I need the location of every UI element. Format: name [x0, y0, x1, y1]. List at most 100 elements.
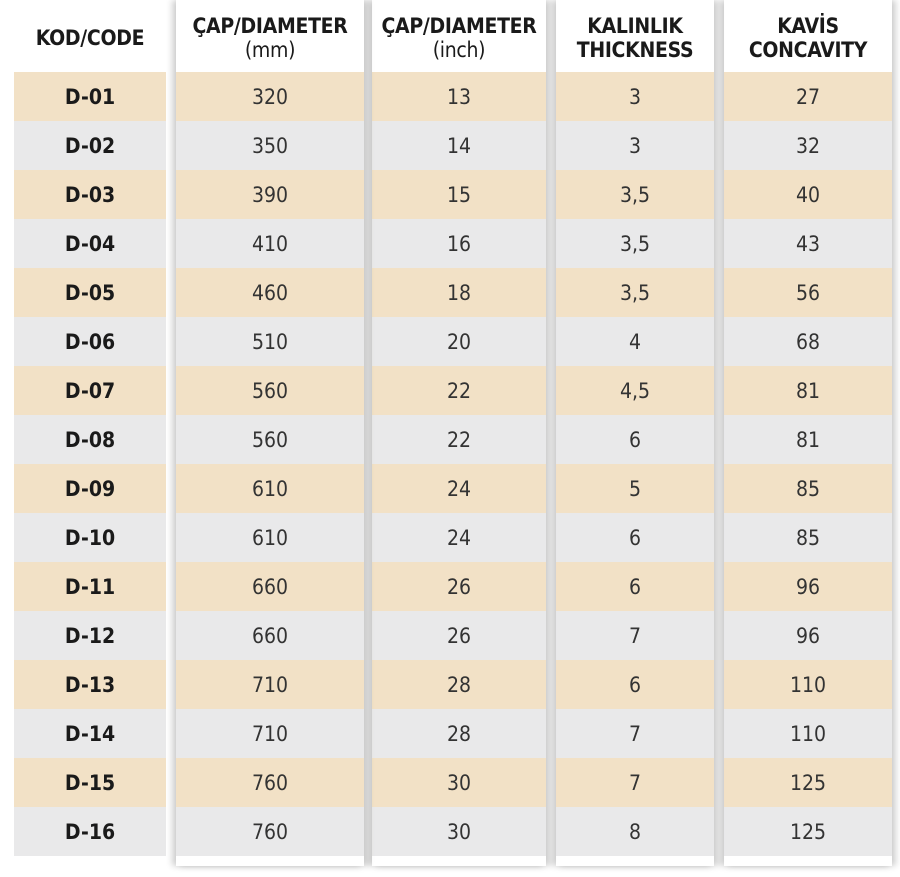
- cell-mm: 710: [176, 709, 364, 758]
- cell-inch: 13: [372, 72, 546, 121]
- cell-mm: 390: [176, 170, 364, 219]
- cell-mm: 610: [176, 513, 364, 562]
- cell-mm: 560: [176, 415, 364, 464]
- column-code: KOD/CODE D-01 D-02 D-03 D-04 D-05 D-06 D-07 D-08…: [14, 0, 166, 866]
- cell-inch: 26: [372, 562, 546, 611]
- header-line2: (mm): [244, 37, 296, 62]
- header-line1: KOD/CODE: [35, 25, 145, 50]
- cell-thickness: 3,5: [556, 268, 714, 317]
- cell-thickness: 6: [556, 513, 714, 562]
- cell-code: D-02: [14, 121, 166, 170]
- header-line1: ÇAP/DIAMETER: [381, 13, 537, 38]
- cell-concavity: 85: [724, 513, 892, 562]
- cell-mm: 320: [176, 72, 364, 121]
- cell-mm: 660: [176, 611, 364, 660]
- cell-concavity: 125: [724, 758, 892, 807]
- cell-code: D-06: [14, 317, 166, 366]
- cell-code: D-03: [14, 170, 166, 219]
- cell-concavity: 32: [724, 121, 892, 170]
- cell-concavity: 27: [724, 72, 892, 121]
- cell-inch: 22: [372, 415, 546, 464]
- cell-inch: 20: [372, 317, 546, 366]
- cell-thickness: 4,5: [556, 366, 714, 415]
- cell-thickness: 6: [556, 562, 714, 611]
- header-mm: ÇAP/DIAMETER (mm): [176, 0, 364, 75]
- cell-concavity: 85: [724, 464, 892, 513]
- cell-thickness: 7: [556, 758, 714, 807]
- cell-code: D-08: [14, 415, 166, 464]
- cell-concavity: 110: [724, 709, 892, 758]
- cell-concavity: 125: [724, 807, 892, 856]
- cell-thickness: 3: [556, 72, 714, 121]
- header-line1: KALINLIK: [587, 13, 683, 38]
- header-line2: (inch): [432, 37, 486, 62]
- cell-code: D-04: [14, 219, 166, 268]
- cell-concavity: 96: [724, 562, 892, 611]
- cell-inch: 24: [372, 513, 546, 562]
- cell-mm: 710: [176, 660, 364, 709]
- cell-mm: 460: [176, 268, 364, 317]
- column-thickness: KALINLIK THICKNESS 3 3 3,5 3,5 3,5 4 4,5 6 5 6 6 7 6 7 7…: [556, 0, 714, 866]
- cell-mm: 660: [176, 562, 364, 611]
- header-line1: KAVİS: [777, 13, 839, 38]
- cell-mm: 760: [176, 758, 364, 807]
- cell-code: D-14: [14, 709, 166, 758]
- cell-thickness: 4: [556, 317, 714, 366]
- cell-code: D-15: [14, 758, 166, 807]
- cell-code: D-13: [14, 660, 166, 709]
- header-inch: ÇAP/DIAMETER (inch): [372, 0, 546, 75]
- cell-code: D-10: [14, 513, 166, 562]
- cell-mm: 560: [176, 366, 364, 415]
- cell-thickness: 6: [556, 415, 714, 464]
- cell-concavity: 81: [724, 415, 892, 464]
- cell-inch: 22: [372, 366, 546, 415]
- column-mm: ÇAP/DIAMETER (mm) 320 350 390 410 460 510 560 560…: [176, 0, 364, 866]
- header-concavity: KAVİS CONCAVITY: [724, 0, 892, 75]
- cell-code: D-12: [14, 611, 166, 660]
- cell-thickness: 6: [556, 660, 714, 709]
- cell-inch: 26: [372, 611, 546, 660]
- cell-inch: 28: [372, 660, 546, 709]
- cell-code: D-05: [14, 268, 166, 317]
- cell-inch: 24: [372, 464, 546, 513]
- header-thickness: KALINLIK THICKNESS: [556, 0, 714, 75]
- cell-inch: 14: [372, 121, 546, 170]
- header-line2: THICKNESS: [576, 37, 694, 62]
- cell-thickness: 3: [556, 121, 714, 170]
- cell-concavity: 81: [724, 366, 892, 415]
- cell-code: D-07: [14, 366, 166, 415]
- header-line2: CONCAVITY: [748, 37, 868, 62]
- cell-inch: 30: [372, 758, 546, 807]
- cell-inch: 28: [372, 709, 546, 758]
- cell-concavity: 68: [724, 317, 892, 366]
- header-line1: ÇAP/DIAMETER: [192, 13, 348, 38]
- cell-thickness: 3,5: [556, 170, 714, 219]
- cell-concavity: 43: [724, 219, 892, 268]
- cell-concavity: 40: [724, 170, 892, 219]
- cell-thickness: 8: [556, 807, 714, 856]
- cell-concavity: 110: [724, 660, 892, 709]
- cell-thickness: 3,5: [556, 219, 714, 268]
- cell-inch: 18: [372, 268, 546, 317]
- cell-inch: 16: [372, 219, 546, 268]
- header-code: KOD/CODE: [14, 0, 166, 75]
- cell-code: D-01: [14, 72, 166, 121]
- cell-mm: 510: [176, 317, 364, 366]
- column-concavity: KAVİS CONCAVITY 27 32 40 43 56 68 81 81 85 85 96 96 11…: [724, 0, 892, 866]
- cell-inch: 30: [372, 807, 546, 856]
- cell-inch: 15: [372, 170, 546, 219]
- cell-mm: 350: [176, 121, 364, 170]
- cell-thickness: 5: [556, 464, 714, 513]
- cell-mm: 610: [176, 464, 364, 513]
- column-inch: ÇAP/DIAMETER (inch) 13 14 15 16 18 20 22 22 24 24 26…: [372, 0, 546, 866]
- cell-code: D-11: [14, 562, 166, 611]
- cell-concavity: 96: [724, 611, 892, 660]
- cell-thickness: 7: [556, 709, 714, 758]
- cell-mm: 410: [176, 219, 364, 268]
- cell-mm: 760: [176, 807, 364, 856]
- cell-code: D-16: [14, 807, 166, 856]
- cell-code: D-09: [14, 464, 166, 513]
- cell-concavity: 56: [724, 268, 892, 317]
- cell-thickness: 7: [556, 611, 714, 660]
